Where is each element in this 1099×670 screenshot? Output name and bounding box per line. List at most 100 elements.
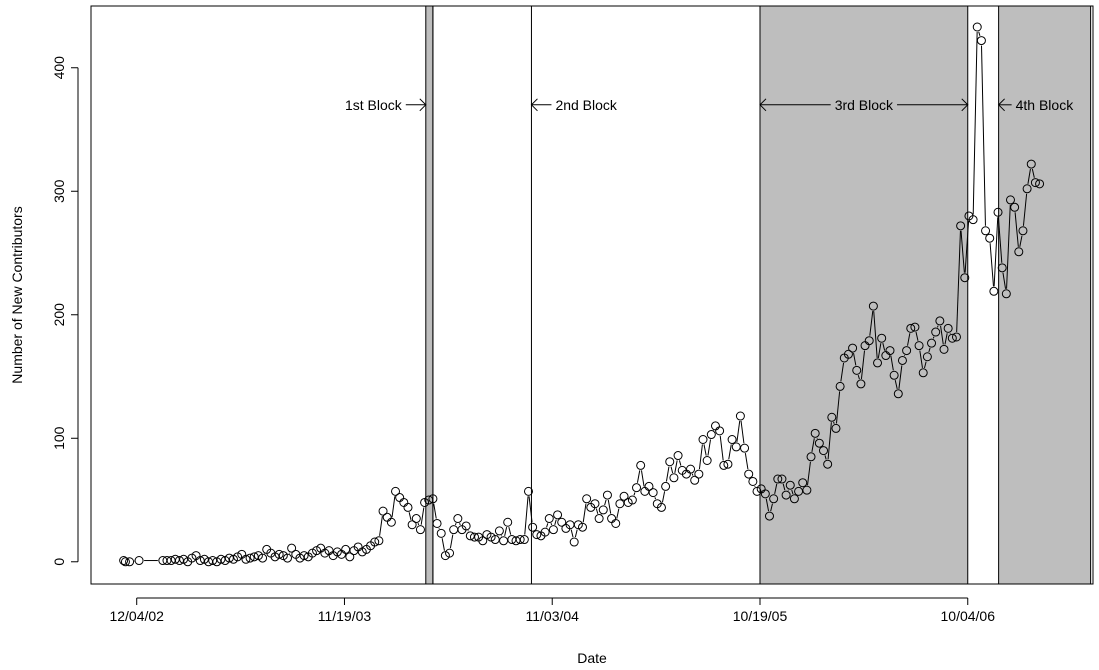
series-segment xyxy=(554,519,557,525)
data-point xyxy=(619,491,629,501)
series-segment xyxy=(989,243,994,287)
series-segment xyxy=(907,333,911,346)
data-point xyxy=(764,511,774,521)
series-segment xyxy=(981,45,986,226)
data-point xyxy=(449,525,459,535)
data-point xyxy=(582,494,592,504)
data-point xyxy=(632,483,642,493)
data-point xyxy=(432,518,442,528)
series-segment xyxy=(728,444,732,460)
series-segment xyxy=(956,230,961,333)
data-point xyxy=(906,323,916,333)
data-point xyxy=(773,474,783,484)
series-segment xyxy=(770,503,773,512)
data-point xyxy=(686,464,696,474)
data-point xyxy=(1035,179,1045,189)
series-segment xyxy=(915,331,919,341)
block-labels-layer: 1st Block 2nd Block 3rd Block 4th Block xyxy=(345,97,1074,113)
series-segment xyxy=(408,512,412,520)
block-shading-layer xyxy=(425,5,1092,585)
series-segment xyxy=(736,420,741,443)
series-segment xyxy=(894,380,898,390)
data-point xyxy=(694,469,704,479)
data-point xyxy=(993,207,1003,217)
data-point xyxy=(856,379,866,389)
block-label-2: 2nd Block xyxy=(530,97,618,113)
block-arrowhead-left-2 xyxy=(530,98,538,112)
series-segment xyxy=(827,422,832,460)
data-point xyxy=(760,489,770,499)
data-point xyxy=(590,499,600,509)
data-point xyxy=(445,548,455,558)
data-point xyxy=(478,536,488,546)
series-segment xyxy=(665,466,670,482)
block-arrowhead-left-3 xyxy=(759,98,767,112)
block-region-4 xyxy=(998,5,1092,585)
data-point xyxy=(852,365,862,375)
data-point xyxy=(661,481,671,491)
data-point xyxy=(403,502,413,512)
data-point xyxy=(134,556,144,566)
data-point xyxy=(698,435,708,444)
series-segment xyxy=(550,523,553,526)
series-segment xyxy=(782,483,786,491)
data-point xyxy=(889,370,899,380)
data-point xyxy=(299,551,309,561)
series-segment xyxy=(898,365,903,389)
series-segment xyxy=(869,311,874,336)
series-segment xyxy=(960,230,965,273)
series-segment xyxy=(616,508,620,519)
series-segment xyxy=(698,444,703,470)
data-point xyxy=(640,486,650,496)
data-point xyxy=(499,536,509,546)
data-point xyxy=(939,344,949,354)
data-point xyxy=(914,341,924,351)
data-point xyxy=(715,426,725,436)
y-axis-label: Number of New Contributors xyxy=(9,206,25,383)
data-point xyxy=(532,530,542,540)
series-segment xyxy=(504,527,508,537)
data-point xyxy=(831,423,841,433)
data-point xyxy=(727,435,737,444)
plot-frame xyxy=(90,5,1094,585)
data-point xyxy=(548,525,558,535)
x-tick-label: 10/19/05 xyxy=(733,608,788,624)
data-point xyxy=(469,532,479,542)
series-segment xyxy=(936,325,939,328)
series-segment xyxy=(607,499,612,514)
data-point xyxy=(241,554,251,564)
data-point xyxy=(120,557,130,567)
block-arrowhead-right-1 xyxy=(419,98,427,112)
data-point xyxy=(544,514,554,524)
data-point xyxy=(843,349,853,359)
series-segment xyxy=(570,529,574,538)
data-point xyxy=(602,490,612,500)
series-segment xyxy=(774,483,778,494)
data-point xyxy=(885,346,895,356)
data-point xyxy=(615,499,625,509)
data-point xyxy=(453,514,463,524)
series-segment xyxy=(740,420,745,444)
series-segment xyxy=(890,355,894,371)
data-point xyxy=(769,494,779,504)
series-segment xyxy=(744,453,749,470)
series-segment xyxy=(459,523,461,526)
data-point xyxy=(848,343,858,353)
data-point xyxy=(611,518,621,528)
data-point xyxy=(540,527,550,537)
data-point xyxy=(461,521,471,531)
series-segment xyxy=(765,498,770,512)
series-segment xyxy=(640,470,645,487)
series-segment xyxy=(379,516,383,536)
series-segment xyxy=(604,499,607,506)
data-point xyxy=(748,476,758,486)
block-label-3: 3rd Block xyxy=(759,97,969,113)
data-point xyxy=(598,505,608,515)
series-segment xyxy=(524,496,529,535)
data-point xyxy=(607,514,617,524)
data-point xyxy=(810,428,820,438)
series-segment xyxy=(1027,168,1031,184)
data-point xyxy=(976,36,986,46)
data-point xyxy=(744,469,754,479)
